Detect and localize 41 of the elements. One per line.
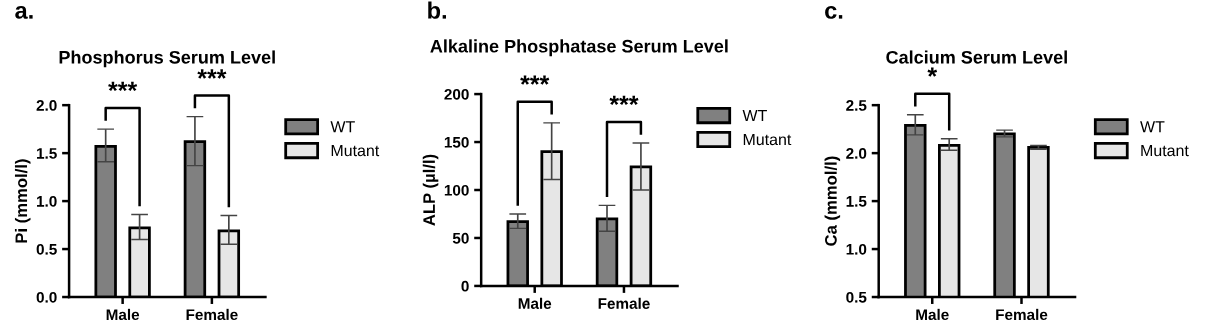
annotation: ***	[609, 95, 639, 105]
text: c.	[825, 5, 843, 19]
y-tick-label: 150	[444, 136, 469, 148]
y-tick-label: 0.0	[36, 291, 57, 303]
text: *	[927, 67, 938, 77]
y-tick-label: 1.5	[846, 196, 867, 207]
y-tick-label: 1.0	[846, 243, 867, 255]
y-tick-label: 2.0	[36, 100, 57, 111]
y-tick-label: 2.5	[846, 100, 867, 111]
text: b.	[428, 1, 446, 19]
legend-label: WT	[742, 110, 767, 122]
x-tick-label: Male	[518, 297, 552, 309]
y-tick-label: 2.0	[846, 148, 867, 159]
y-tick-label: 200	[444, 88, 469, 100]
legend-label: Mutant	[743, 134, 792, 146]
legend-label: WT	[330, 121, 355, 133]
y-axis-title: Pi (mmol/l)	[14, 159, 31, 243]
legend-label: Mutant	[331, 145, 380, 157]
x-tick-label: Female	[996, 308, 1048, 321]
y-tick-label: 50	[452, 232, 469, 244]
chart-title: Alkaline Phosphatase Serum Level	[430, 39, 728, 57]
text: a.	[15, 5, 33, 19]
chart-title: Calcium Serum Level	[886, 50, 1067, 64]
x-tick-label: Male	[106, 308, 140, 321]
legend-label: Mutant	[1141, 145, 1189, 157]
y-tick-label: 1.5	[37, 148, 57, 159]
x-tick-label: Female	[186, 308, 238, 321]
y-tick-label: 1.0	[37, 195, 57, 207]
y-axis-title: Ca (mmol/l)	[824, 156, 841, 246]
legend-label: WT	[1140, 121, 1165, 133]
y-tick-label: 0.5	[36, 243, 57, 255]
y-axis-title: ALP (µl/l)	[422, 154, 439, 226]
text: ***	[520, 75, 550, 85]
x-tick-label: Male	[916, 308, 949, 321]
text: ***	[197, 69, 227, 79]
text: ***	[108, 81, 138, 92]
chart-title: Phosphorus Serum Level	[59, 50, 275, 68]
y-tick-label: 0.5	[846, 291, 867, 303]
y-tick-label: 100	[444, 184, 469, 196]
y-tick-label: 0	[461, 280, 469, 292]
x-tick-label: Female	[598, 297, 650, 309]
